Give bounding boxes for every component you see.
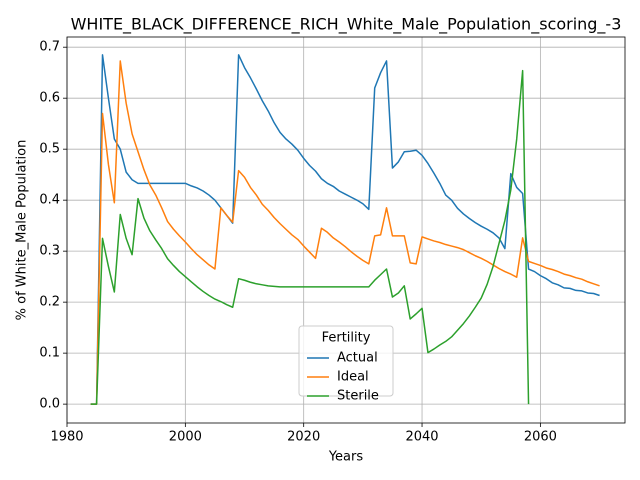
y-tick-label: 0.3	[39, 244, 60, 259]
legend-label: Sterile	[337, 389, 379, 404]
data-line	[90, 54, 600, 405]
x-axis-label: Years	[328, 450, 364, 465]
y-tick-label: 0.4	[39, 193, 60, 208]
x-tick-label: 2020	[287, 430, 320, 445]
chart-title: WHITE_BLACK_DIFFERENCE_RICH_White_Male_P…	[71, 15, 622, 35]
y-axis-label: % of White_Male Population	[15, 140, 30, 321]
legend-title: Fertility	[322, 331, 371, 346]
y-tick-label: 0.5	[39, 142, 60, 157]
legend-label: Actual	[337, 351, 378, 366]
y-tick-label: 0.2	[39, 295, 60, 310]
y-tick-label: 0.0	[39, 397, 60, 412]
x-tick-label: 1980	[50, 430, 83, 445]
x-tick-label: 2060	[524, 430, 557, 445]
data-line	[90, 69, 530, 405]
y-tick-label: 0.1	[39, 346, 60, 361]
legend-label: Ideal	[337, 370, 369, 385]
y-tick-label: 0.6	[39, 91, 60, 106]
x-tick-label: 2040	[405, 430, 438, 445]
y-tick-label: 0.7	[39, 40, 60, 55]
plot-frame	[66, 36, 626, 424]
legend-box	[298, 325, 394, 397]
data-line	[90, 60, 600, 405]
x-tick-label: 2000	[169, 430, 202, 445]
